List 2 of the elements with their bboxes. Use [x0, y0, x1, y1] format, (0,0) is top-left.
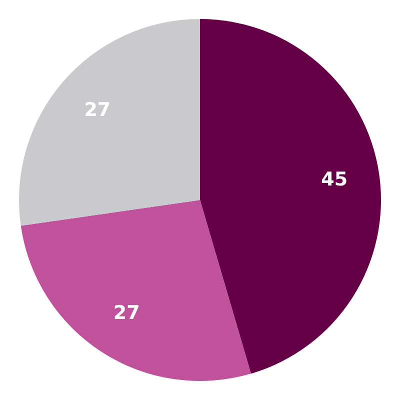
data-label: 27	[113, 302, 140, 324]
data-label: 45	[321, 168, 348, 191]
